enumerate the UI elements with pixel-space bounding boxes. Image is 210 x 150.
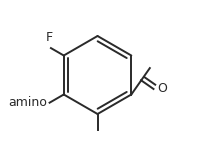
Text: F: F [46,31,53,44]
Text: amino: amino [8,96,47,109]
Text: O: O [157,82,167,95]
